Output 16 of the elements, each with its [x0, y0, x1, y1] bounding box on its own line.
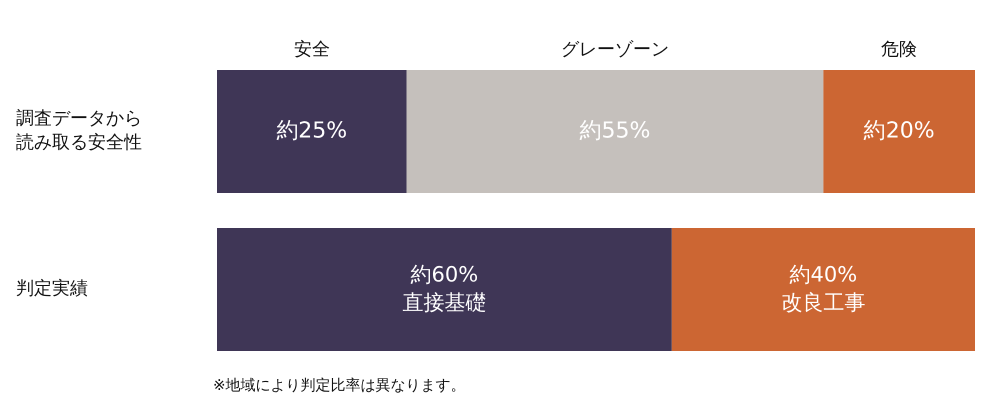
bar [217, 228, 672, 351]
y-tick-label: 調査データから読み取る安全性 [16, 108, 142, 153]
data-label: 約60% 直接基礎 [402, 262, 486, 314]
data-label: 約25% [276, 118, 348, 144]
data-label: 約55% [579, 118, 650, 144]
data-label: 約40% 改良工事 [781, 262, 866, 314]
bar [823, 70, 975, 193]
bar [672, 228, 975, 351]
series-label: 危険 [881, 38, 918, 60]
bar [217, 70, 406, 193]
series-label: 安全 [294, 38, 330, 60]
bar [406, 70, 824, 193]
data-label: 約20% [864, 118, 935, 144]
text: ※地域により判定比率は異なります。 [213, 376, 466, 395]
y-tick-label: 判定実績 [16, 278, 88, 299]
series-label: グレーゾーン [560, 38, 669, 60]
